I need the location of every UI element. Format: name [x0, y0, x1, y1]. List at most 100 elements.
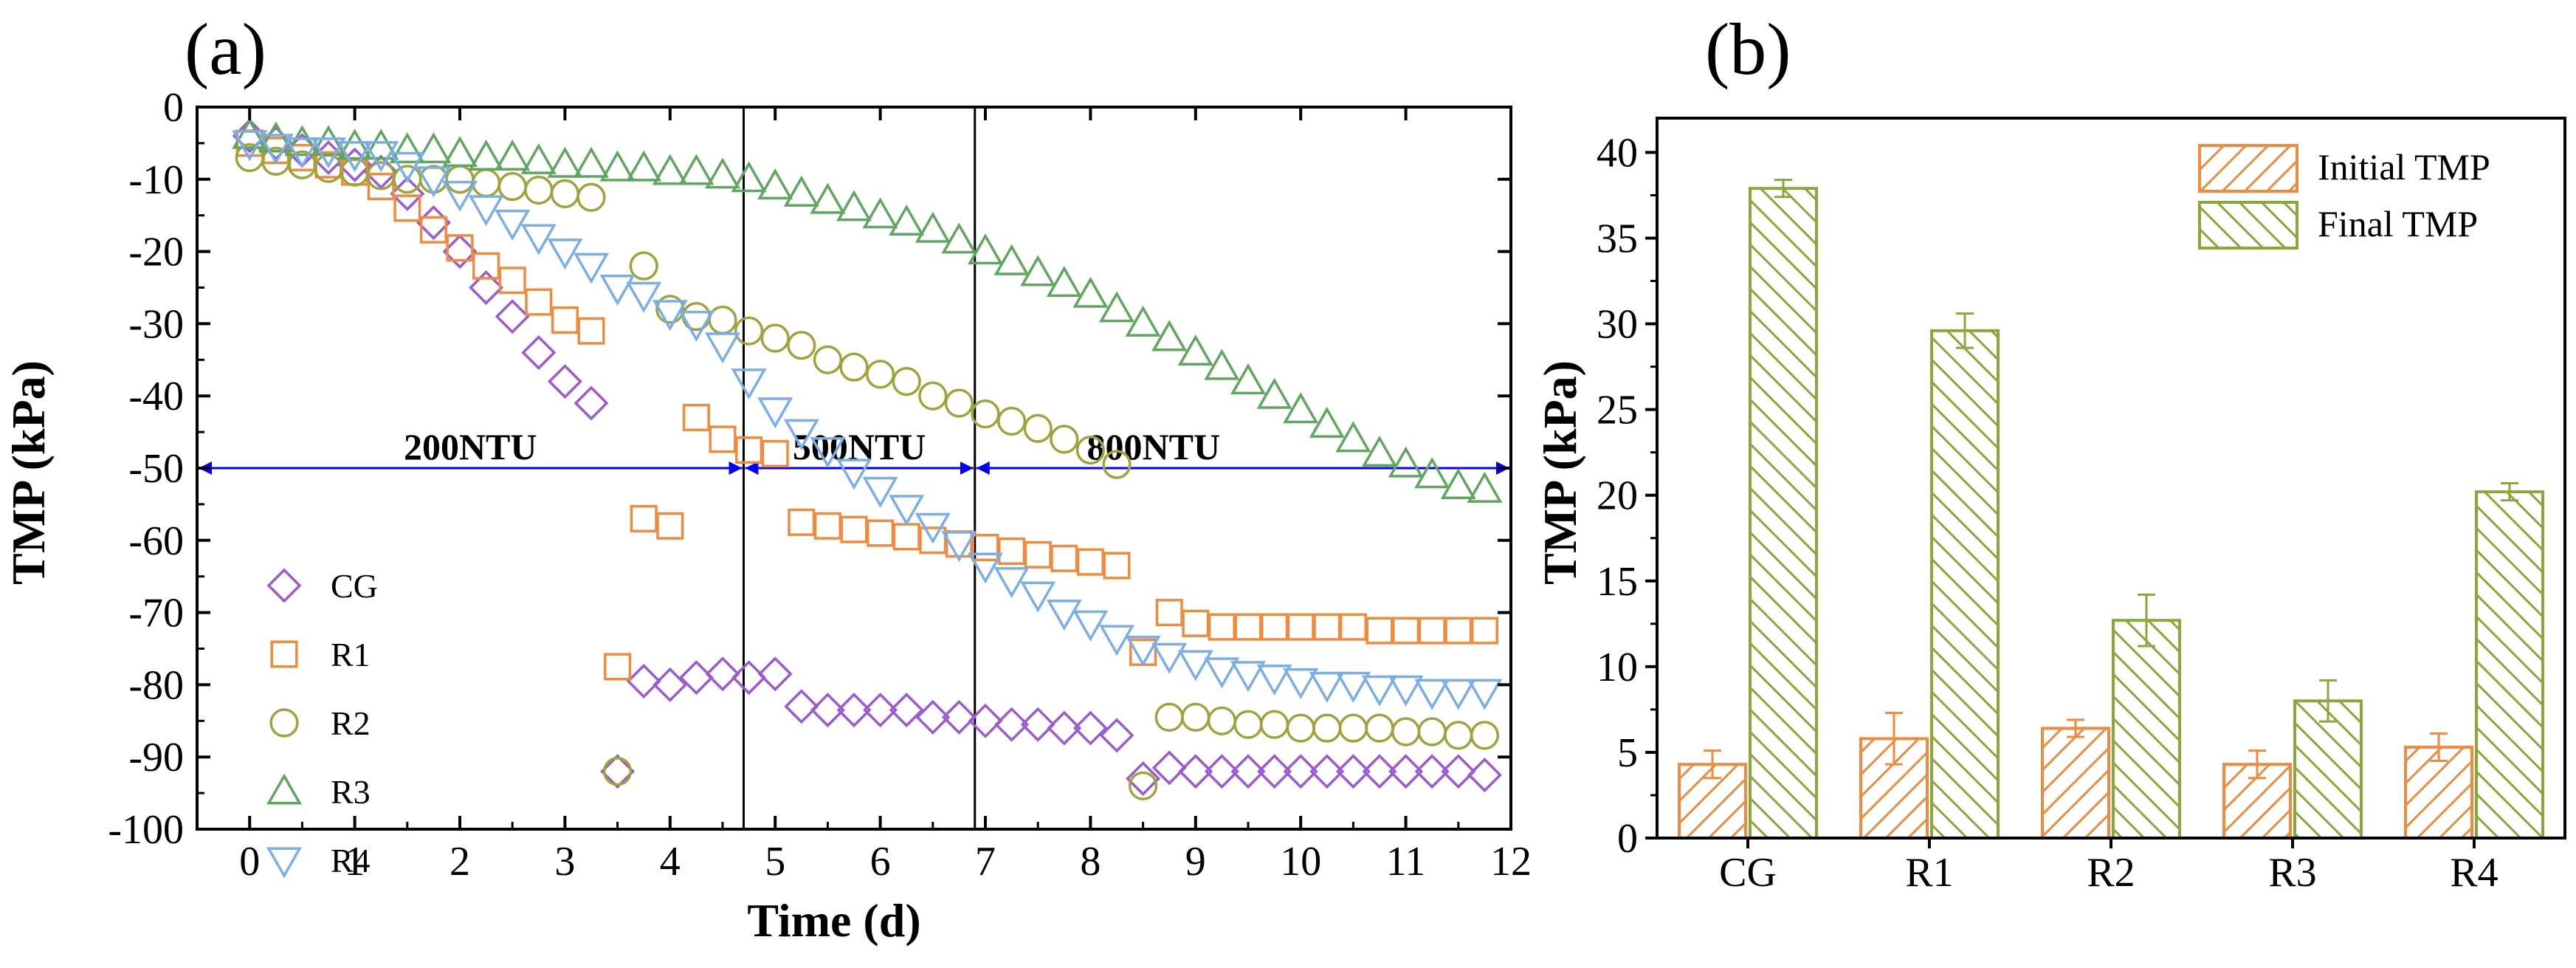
legend-swatch-initial [2198, 144, 2298, 193]
y-tick-label: 25 [1597, 388, 1638, 433]
data-point [1470, 617, 1498, 645]
series-r3 [232, 117, 1503, 503]
data-point [1414, 679, 1450, 710]
data-point [600, 754, 636, 789]
data-point [993, 244, 1030, 275]
data-point [337, 128, 373, 160]
data-point [1050, 544, 1078, 572]
data-point [915, 512, 951, 544]
data-point [783, 419, 819, 450]
data-point [941, 222, 977, 254]
data-point [1256, 665, 1292, 696]
data-point [337, 141, 373, 173]
data-point [1098, 625, 1135, 656]
data-point [1076, 548, 1104, 576]
data-point [757, 168, 793, 200]
legend-label-cg: CG [331, 567, 378, 605]
data-point [521, 335, 557, 370]
panel-a-axes: 0 1 2 3 4 5 6 7 8 9 10 11 120-10-20-30-40-50-60-70-8… [108, 85, 1532, 885]
bar-final-tmp [1749, 187, 1818, 840]
data-point [836, 459, 872, 490]
data-point [968, 703, 1003, 738]
data-point [788, 508, 816, 536]
y-tick-label: -90 [128, 735, 184, 780]
data-point [915, 699, 951, 735]
data-point [1414, 457, 1450, 489]
data-point [1207, 706, 1237, 735]
data-point [366, 161, 396, 190]
panel-b-plot-content [1678, 179, 2544, 840]
data-point [1257, 754, 1292, 789]
data-point [441, 180, 478, 212]
panel-a-label: (a) [185, 8, 266, 90]
data-point [1126, 761, 1161, 797]
data-point [1046, 600, 1082, 631]
data-point [810, 437, 846, 469]
data-point [652, 154, 688, 185]
data-point [998, 537, 1026, 566]
data-point [495, 139, 531, 171]
data-point [468, 139, 504, 171]
data-point [1261, 613, 1289, 641]
y-tick-label: -10 [128, 157, 184, 203]
x-tick-label: 5 [765, 839, 785, 885]
data-point [258, 121, 294, 153]
data-point [1204, 754, 1239, 789]
data-point [1286, 713, 1315, 743]
data-point [1075, 435, 1106, 465]
data-point [652, 667, 688, 702]
data-point [1441, 754, 1476, 789]
data-point [967, 233, 1004, 265]
data-point [551, 306, 579, 334]
bar-initial-tmp [2041, 727, 2110, 840]
data-point [1230, 363, 1267, 395]
legend-marker-r2 [269, 708, 299, 738]
data-point [704, 332, 741, 364]
data-point [813, 512, 841, 540]
data-point [1440, 679, 1476, 710]
data-point [1339, 613, 1367, 641]
data-point [889, 204, 925, 236]
data-point [1103, 552, 1131, 580]
x-tick-label: 0 [239, 839, 260, 885]
x-tick-label: 2 [450, 839, 470, 885]
y-tick-label: -40 [128, 374, 184, 419]
data-point [1154, 702, 1184, 732]
data-point [1151, 750, 1187, 786]
data-point [416, 132, 452, 164]
data-point [1335, 671, 1371, 703]
legend-marker-r4 [266, 847, 303, 879]
data-point [1024, 540, 1052, 569]
y-tick-label: 20 [1597, 473, 1638, 519]
data-point [681, 302, 712, 332]
data-point [446, 234, 474, 262]
panel-a-legend: CG R1 R2 R3 R4 [266, 567, 378, 879]
data-point [839, 352, 869, 382]
data-point [576, 182, 606, 212]
data-point [573, 146, 610, 178]
x-tick-label: 7 [975, 839, 996, 885]
y-tick-label: -30 [128, 301, 184, 347]
data-point [1125, 305, 1161, 337]
data-point [1361, 675, 1398, 707]
data-point [1050, 425, 1079, 454]
data-point [495, 209, 531, 241]
data-point [944, 388, 974, 418]
data-point [626, 664, 661, 698]
x-category-label: R1 [1905, 850, 1953, 896]
y-tick-label: -20 [128, 230, 184, 275]
data-point [1182, 609, 1210, 637]
data-point [577, 317, 605, 345]
x-category-label: R2 [2087, 850, 2135, 896]
data-point [1234, 613, 1262, 641]
data-point [547, 146, 583, 178]
x-tick-label: 9 [1185, 839, 1206, 885]
y-tick-label: 35 [1597, 216, 1638, 262]
data-point [813, 345, 843, 374]
data-point [550, 179, 580, 208]
data-point [836, 190, 872, 222]
data-point [393, 194, 421, 222]
data-point [1392, 617, 1420, 645]
data-point [1151, 642, 1188, 674]
